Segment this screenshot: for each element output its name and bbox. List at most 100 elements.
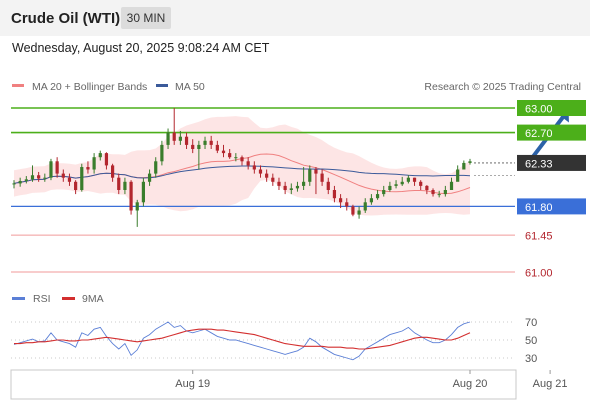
candle-body — [191, 144, 195, 149]
level-labels: 63.00 62.70 62.33 61.80 61.45 61.00 — [517, 100, 586, 280]
candle-body — [326, 181, 330, 190]
candle-body — [228, 153, 232, 158]
candle-body — [154, 161, 158, 174]
candle-body — [160, 144, 164, 162]
time-axis-labels: Aug 19 Aug 20 Aug 21 — [175, 370, 568, 390]
candle-body — [252, 165, 256, 170]
candle-body — [74, 181, 78, 190]
candle-body — [92, 157, 96, 170]
candle-body — [412, 177, 417, 182]
resistance-label-63.00: 63.00 — [525, 104, 553, 116]
candle-body — [338, 198, 343, 203]
candle-body — [369, 198, 374, 203]
candle-body — [221, 150, 226, 154]
candle-body — [277, 181, 281, 186]
price-levels — [11, 107, 515, 273]
candle-body — [215, 144, 219, 151]
rsi-line — [13, 321, 471, 361]
candle-body — [462, 162, 466, 170]
rsi-lines — [13, 321, 471, 361]
instrument-title: Crude Oil (WTI) — [11, 10, 121, 27]
candle-body — [172, 132, 176, 141]
candle-body — [363, 202, 367, 211]
support-label-61.45: 61.45 — [525, 231, 553, 243]
candle-body — [209, 140, 213, 145]
candle-body — [234, 157, 238, 159]
candle-body — [129, 181, 133, 211]
candle-body — [18, 180, 22, 184]
resistance-tag-62.70 — [517, 124, 586, 141]
candle-body — [468, 161, 472, 163]
candle-body — [30, 175, 35, 180]
rsi-ma-line — [14, 328, 471, 350]
candle-body — [425, 185, 429, 190]
candle-body — [406, 177, 410, 182]
header-bar: Crude Oil (WTI) 30 MIN — [0, 0, 590, 36]
candle-body — [394, 184, 398, 186]
candle-body — [135, 202, 139, 211]
ma50-legend-swatch — [156, 84, 168, 87]
candle-body — [375, 194, 380, 199]
ma50-legend-label: MA 50 — [175, 81, 205, 93]
candle-body — [271, 177, 275, 182]
pivot-tag — [517, 198, 586, 215]
candle-body — [55, 161, 59, 174]
candle-body — [283, 185, 287, 190]
timestamp: Wednesday, August 20, 2025 9:08:24 AM CE… — [12, 41, 270, 55]
rsi-legend-label: RSI — [33, 293, 51, 305]
candle-body — [197, 144, 201, 149]
candle-body — [419, 181, 423, 186]
rsi-ma-legend-label: 9MA — [82, 293, 104, 305]
candle-body — [431, 190, 435, 195]
candle-body — [289, 188, 293, 190]
candle-body — [246, 161, 250, 166]
candle-body — [295, 185, 300, 189]
candle-body — [49, 161, 53, 178]
pivot-label: 61.80 — [525, 202, 553, 214]
research-credit: Research © 2025 Trading Central — [424, 81, 581, 93]
candle-body — [80, 167, 84, 190]
candle-body — [351, 206, 355, 215]
candle-body — [345, 202, 349, 207]
resistance-tag-63.00 — [517, 100, 586, 116]
candle-body — [388, 185, 392, 190]
time-label: Aug 20 — [453, 378, 488, 390]
ma20-legend-swatch — [12, 84, 24, 87]
support-label-61.00: 61.00 — [525, 268, 553, 280]
candle-body — [147, 173, 152, 182]
candle-body — [320, 173, 324, 182]
candle-body — [302, 181, 306, 186]
candle-body — [357, 210, 361, 215]
candle-body — [314, 169, 318, 174]
candle-body — [382, 190, 386, 195]
candle-body — [166, 132, 170, 145]
candle-body — [443, 190, 447, 195]
candle-body — [203, 140, 207, 145]
candle-body — [12, 183, 16, 185]
candle-body — [123, 181, 127, 190]
rsi-ma-legend-swatch — [62, 297, 75, 300]
candle-body — [98, 153, 102, 158]
candle-body — [24, 179, 28, 181]
current-price-tag — [517, 154, 586, 171]
candle-body — [110, 165, 115, 178]
candle-body — [265, 173, 269, 178]
candle-body — [117, 177, 121, 190]
candle-body — [332, 190, 337, 199]
rsi-tick-50: 50 — [525, 335, 537, 347]
candle-body — [61, 173, 65, 178]
candle-body — [141, 181, 146, 203]
time-label: Aug 21 — [533, 378, 568, 390]
rsi-tick-30: 30 — [525, 353, 537, 365]
rsi-legend-swatch — [12, 297, 25, 300]
candle-body — [43, 177, 47, 179]
candle-body — [308, 169, 312, 182]
candle-body — [240, 157, 244, 162]
timeframe-button[interactable]: 30 MIN — [121, 7, 171, 29]
candle-body — [456, 169, 460, 182]
candle-body — [178, 136, 182, 141]
candlesticks — [12, 108, 472, 227]
candle-body — [37, 175, 41, 179]
time-label: Aug 19 — [175, 378, 210, 390]
